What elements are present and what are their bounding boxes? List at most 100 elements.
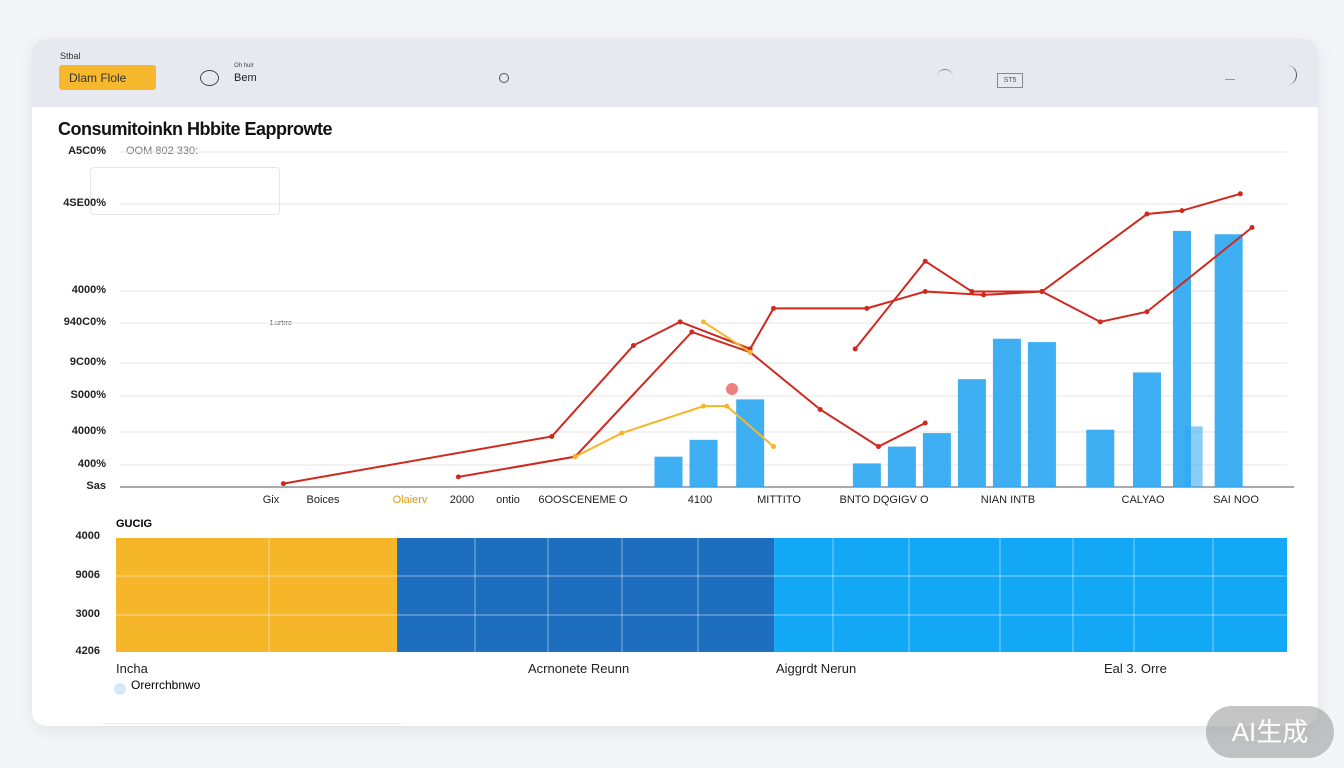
data-point <box>771 305 777 311</box>
y-tick-label: A5C0% <box>68 145 106 157</box>
bar <box>992 338 1021 487</box>
x-tick-label: ontio <box>496 494 520 506</box>
heatmap-extra-label: Eal 3. Orre <box>1104 661 1167 676</box>
data-point <box>1144 211 1150 217</box>
x-tick-label: 4100 <box>687 494 713 506</box>
data-point <box>677 319 683 325</box>
heatmap-y-label: 9006 <box>75 569 100 581</box>
data-point <box>876 444 882 450</box>
top-bar: Stbal Dlam Flole Oh hulr Bem ST5 <box>32 39 1318 107</box>
x-tick-label: 2000 <box>449 494 475 506</box>
heatmap-y-label: 4206 <box>75 645 100 657</box>
y-tick-label: 4000% <box>71 284 106 296</box>
y-tick-label: 4000% <box>71 425 106 437</box>
x-tick-label: SAI NOO <box>1213 494 1259 506</box>
legend-box-text: OOM 802 330: <box>126 145 199 157</box>
account-label[interactable]: Bem <box>234 72 257 84</box>
y-tick-label: Sas <box>86 480 106 492</box>
heatmap-block-label: Aiggrdt Nerun <box>776 661 857 676</box>
data-point <box>864 305 870 311</box>
heatmap-block-label: Acrnonete Reunn <box>528 661 630 676</box>
data-point <box>852 346 858 352</box>
legend-box <box>90 167 280 215</box>
x-tick-label: MITTITO <box>757 494 801 506</box>
header-small-label: Stbal <box>60 51 81 61</box>
bar <box>887 446 916 487</box>
account-icon[interactable] <box>200 70 219 86</box>
data-point <box>1249 225 1255 231</box>
watermark: AI生成 <box>1206 706 1334 758</box>
legend-label: Orerrchbnwo <box>131 678 201 692</box>
bar <box>922 433 951 487</box>
heatmap-svg <box>116 538 1287 652</box>
bar <box>852 463 881 487</box>
page-title: Consumitoinkn Hbbite Eapprowte <box>58 119 333 139</box>
x-tick-label: Olaierv <box>392 494 428 506</box>
heatmap-title: GUCIG <box>116 518 153 530</box>
heatmap-y-label: 4000 <box>75 530 100 542</box>
bar <box>736 399 765 487</box>
legend-swatch <box>114 683 126 695</box>
bar <box>689 439 718 487</box>
data-point <box>817 406 823 412</box>
y-tick-label: S000% <box>70 389 106 401</box>
y-tick-label: 940C0% <box>63 316 106 328</box>
bar <box>957 379 986 487</box>
data-point <box>981 292 987 298</box>
bar <box>1132 372 1161 487</box>
data-point <box>724 403 730 409</box>
y-tick-label: 4SE00% <box>63 197 106 209</box>
data-point <box>549 433 555 439</box>
bar <box>1086 429 1115 487</box>
bar <box>1027 342 1056 487</box>
heatmap-block <box>116 538 398 652</box>
data-point <box>1039 289 1045 295</box>
account-small-label: Oh hulr <box>234 63 254 69</box>
x-tick-label: Boices <box>306 494 340 506</box>
heatmap-y-label: 3000 <box>75 608 100 620</box>
data-point <box>747 349 753 355</box>
data-point <box>969 289 975 295</box>
chart-icon[interactable] <box>937 69 953 81</box>
search-icon[interactable] <box>499 73 509 83</box>
heatmap-block <box>397 538 775 652</box>
moon-icon[interactable] <box>1277 65 1297 85</box>
data-point <box>630 342 636 348</box>
y-tick-label: 400% <box>77 458 106 470</box>
data-point <box>619 430 625 436</box>
x-tick-label: Gix <box>262 494 280 506</box>
x-tick-label: BNTO DQGIGV O <box>839 494 929 506</box>
series-line <box>702 321 751 354</box>
data-point <box>455 474 461 480</box>
divider <box>102 723 402 724</box>
y-tick-label: 9C00% <box>69 356 106 368</box>
bar <box>654 456 683 487</box>
data-point <box>771 444 777 450</box>
data-point <box>689 329 695 335</box>
data-point <box>701 319 706 325</box>
heatmap-block-label: Incha <box>116 661 148 676</box>
primary-button[interactable]: Dlam Flole <box>59 65 156 90</box>
data-point <box>922 258 928 264</box>
x-tick-label: 6OOSCENEME O <box>538 494 628 506</box>
calendar-icon[interactable]: ST5 <box>997 73 1023 88</box>
main-chart <box>120 151 1294 488</box>
data-point <box>572 454 578 460</box>
data-point <box>922 420 928 426</box>
heatmap-block <box>774 538 1287 652</box>
bar <box>1184 426 1203 487</box>
data-point <box>1144 309 1150 315</box>
x-tick-label: NIAN INTB <box>980 494 1036 506</box>
data-point <box>701 403 706 409</box>
data-point <box>1097 319 1103 325</box>
data-point <box>280 481 286 487</box>
x-tick-label: CALYAO <box>1121 494 1165 506</box>
data-point <box>1237 191 1243 197</box>
bar <box>1214 234 1243 487</box>
highlight-point <box>726 383 738 395</box>
minimize-icon[interactable] <box>1225 79 1235 80</box>
bar <box>1172 230 1191 487</box>
data-point <box>1179 208 1185 214</box>
data-point <box>922 289 928 295</box>
dashboard-card: Stbal Dlam Flole Oh hulr Bem ST5 Consumi… <box>32 39 1318 726</box>
